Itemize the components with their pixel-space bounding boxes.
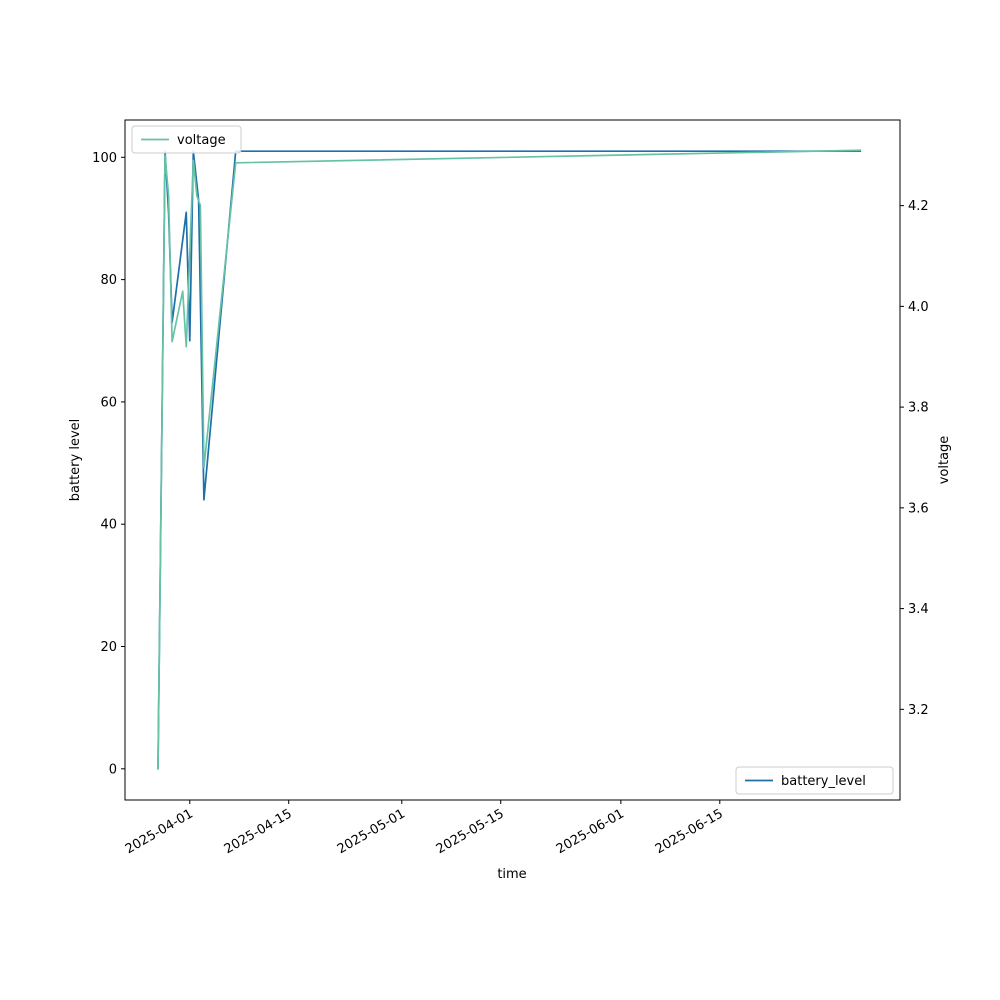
left-y-tick-label: 20 bbox=[100, 640, 117, 655]
legend-label-battery-level: battery_level bbox=[781, 774, 866, 789]
legend-box bbox=[735, 766, 894, 795]
right-y-tick-label: 3.6 bbox=[908, 501, 929, 516]
left-y-tick-label: 100 bbox=[92, 151, 117, 166]
legend-box bbox=[131, 125, 242, 154]
x-axis-label: time bbox=[497, 867, 526, 882]
right-y-tick-label: 4.2 bbox=[908, 199, 929, 214]
right-y-tick-label: 3.4 bbox=[908, 602, 929, 617]
right-y-tick-label: 3.8 bbox=[908, 401, 929, 416]
legend-layer: battery_level voltage bbox=[131, 125, 894, 795]
plot-frame bbox=[124, 119, 901, 801]
left-y-tick-label: 80 bbox=[100, 273, 117, 288]
series-layer bbox=[157, 149, 862, 770]
legend-label-voltage: voltage bbox=[177, 133, 226, 148]
left-y-tick-label: 60 bbox=[100, 395, 117, 410]
left-y-tick-label: 40 bbox=[100, 518, 117, 533]
left-y-axis: 0 20 40 60 80 100 bbox=[92, 151, 125, 777]
right-y-axis: 3.2 3.4 3.6 3.8 4.0 4.2 bbox=[900, 199, 929, 718]
left-y-tick-label: 0 bbox=[109, 762, 117, 777]
series-line-voltage bbox=[157, 149, 862, 770]
right-y-tick-label: 4.0 bbox=[908, 300, 929, 315]
right-y-axis-label: voltage bbox=[937, 436, 952, 485]
series-line-battery-level bbox=[157, 150, 862, 769]
left-y-axis-label: battery level bbox=[68, 419, 83, 502]
right-y-tick-label: 3.2 bbox=[908, 703, 929, 718]
